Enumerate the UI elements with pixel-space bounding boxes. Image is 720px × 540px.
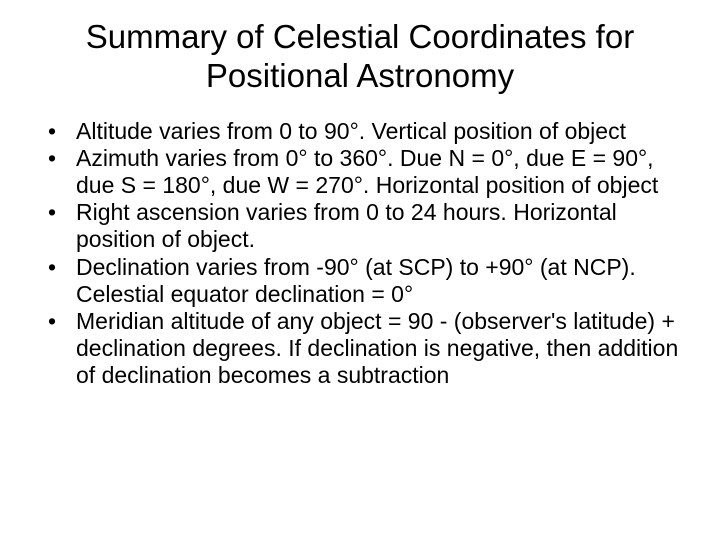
bullet-list: Altitude varies from 0 to 90°. Vertical …: [40, 118, 680, 389]
list-item: Right ascension varies from 0 to 24 hour…: [40, 199, 680, 253]
list-item: Azimuth varies from 0° to 360°. Due N = …: [40, 145, 680, 199]
slide-title: Summary of Celestial Coordinates for Pos…: [40, 18, 680, 96]
list-item: Altitude varies from 0 to 90°. Vertical …: [40, 118, 680, 145]
list-item: Meridian altitude of any object = 90 - (…: [40, 308, 680, 389]
list-item: Declination varies from -90° (at SCP) to…: [40, 254, 680, 308]
